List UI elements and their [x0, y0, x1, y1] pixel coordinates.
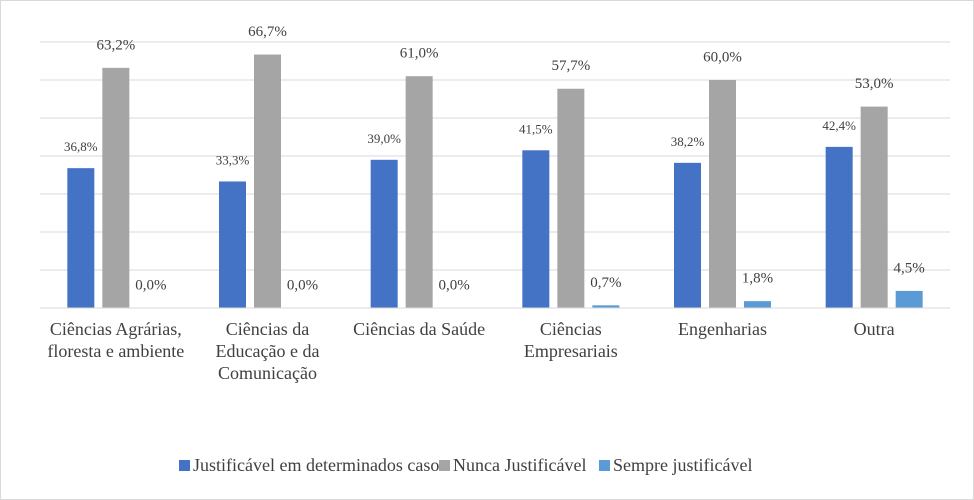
legend-label: Justificável em determinados casos [193, 455, 446, 475]
data-label: 1,8% [742, 271, 773, 287]
bar [592, 305, 620, 308]
legend-label: Sempre justificável [613, 455, 752, 475]
x-tick-label: Outra [853, 319, 895, 339]
bar [674, 162, 701, 308]
bar [744, 301, 771, 308]
x-tick-label: Ciências Empresariais [523, 319, 618, 361]
bar [825, 146, 853, 308]
x-tick-label: Ciências da Saúde [353, 319, 486, 339]
legend-swatch [599, 460, 610, 471]
x-tick-label: Ciências da Educação e da Comunicação [215, 319, 320, 383]
bar [254, 54, 281, 308]
bar [370, 159, 398, 308]
data-label: 0,0% [439, 277, 470, 293]
bar [102, 67, 130, 308]
bar [522, 150, 550, 308]
data-label: 0,7% [590, 275, 621, 291]
data-label: 63,2% [96, 37, 135, 53]
data-label: 42,4% [822, 118, 856, 133]
data-label: 41,5% [519, 121, 553, 136]
bar [709, 80, 736, 308]
legend-swatch [439, 460, 450, 471]
data-label: 0,0% [287, 277, 318, 293]
data-label: 36,8% [64, 139, 98, 154]
bar [860, 106, 888, 308]
legend-swatch [179, 460, 190, 471]
data-label: 0,0% [135, 277, 166, 293]
data-label: 38,2% [671, 134, 705, 149]
data-label: 53,0% [855, 76, 894, 92]
legend-label: Nunca Justificável [453, 455, 586, 475]
bar [219, 181, 246, 308]
data-label: 60,0% [703, 49, 742, 65]
data-label: 39,0% [367, 131, 401, 146]
data-label: 66,7% [248, 24, 287, 40]
data-label: 33,3% [216, 152, 250, 167]
x-tick-label: Ciências Agrárias, floresta e ambiente [47, 319, 185, 361]
bar [67, 168, 95, 308]
data-label: 61,0% [400, 46, 439, 62]
bar [895, 290, 923, 308]
data-label: 57,7% [551, 58, 590, 74]
x-tick-label: Engenharias [678, 319, 767, 339]
data-label: 4,5% [894, 260, 925, 276]
bar [557, 88, 585, 309]
bar [405, 76, 433, 308]
